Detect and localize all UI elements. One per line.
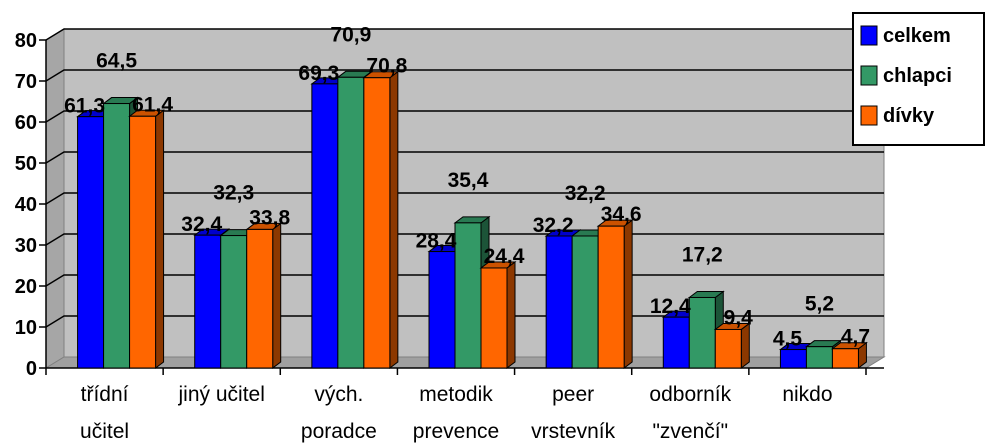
data-label-celkem: 28,4: [416, 230, 457, 253]
legend-label-dívky: dívky: [883, 105, 935, 127]
legend: celkem chlapci dívky: [852, 12, 985, 146]
category-label: nikdo: [782, 383, 832, 406]
y-tick-label: 70: [15, 71, 37, 93]
data-label-celkem: 32,2: [533, 214, 574, 237]
y-tick-label: 50: [15, 153, 37, 175]
data-label-chlapci: 64,5: [96, 50, 137, 73]
y-tick-label: 20: [15, 276, 37, 298]
gridline: [45, 110, 884, 123]
gridline: [45, 28, 884, 41]
data-label-dívky: 70,8: [366, 55, 407, 78]
data-label-celkem: 69,3: [298, 62, 339, 85]
y-tick-label: 0: [26, 358, 37, 380]
data-label-celkem: 61,3: [64, 95, 105, 118]
category-label: vých. poradce: [301, 383, 377, 443]
y-tick-label: 80: [15, 30, 37, 52]
data-label-dívky: 33,8: [249, 206, 290, 229]
bar-dívky: [713, 322, 751, 369]
bar-dívky: [479, 260, 517, 369]
legend-swatch-dívky: [860, 105, 878, 126]
category-label: třídní učitel: [80, 383, 129, 443]
gridline: [45, 151, 884, 164]
data-label-chlapci: 35,4: [448, 169, 489, 192]
y-tick-label: 10: [15, 317, 37, 339]
category-label: jiný učitel: [178, 383, 265, 406]
data-label-dívky: 24,4: [484, 245, 525, 268]
data-label-chlapci: 32,3: [213, 182, 254, 205]
bar-dívky: [596, 219, 634, 369]
y-tick-label: 60: [15, 112, 37, 134]
y-tick-label: 30: [15, 235, 37, 257]
bar-dívky: [830, 341, 868, 369]
data-label-chlapci: 17,2: [682, 243, 723, 266]
data-label-dívky: 61,4: [132, 93, 173, 116]
data-label-celkem: 4,5: [773, 328, 803, 351]
data-label-chlapci: 32,2: [565, 182, 606, 205]
gridline: [45, 192, 884, 205]
data-label-dívky: 4,7: [841, 326, 870, 349]
data-label-chlapci: 70,9: [330, 23, 371, 46]
category-label: metodik prevence: [413, 383, 499, 443]
data-label-dívky: 34,6: [601, 203, 642, 226]
axes: 0 10 20 30 40 50 60 70 80 třídní učitel jiný učitel…: [15, 30, 884, 443]
data-labels: 61,3 64,5 61,4 32,4 32,333,8 69,3 70,9 70,8 28,4…: [64, 23, 870, 350]
legend-swatch-celkem: [860, 25, 878, 46]
bars: [76, 70, 868, 369]
bar-dívky: [245, 222, 283, 369]
legend-label-celkem: celkem: [883, 25, 951, 47]
legend-label-chlapci: chlapci: [883, 65, 952, 87]
category-label: peer vrstevník: [531, 383, 616, 443]
bar-dívky: [362, 70, 400, 369]
y-tick-label: 40: [15, 194, 37, 216]
legend-swatch-chlapci: [860, 65, 878, 86]
bar-dívky: [128, 109, 166, 369]
data-label-celkem: 32,4: [181, 213, 222, 236]
data-label-chlapci: 5,2: [805, 293, 834, 316]
category-label: odborník "zvenčí": [649, 383, 731, 443]
gridline: [45, 69, 884, 82]
data-label-celkem: 12,4: [650, 295, 691, 318]
data-label-dívky: 9,4: [724, 306, 754, 329]
